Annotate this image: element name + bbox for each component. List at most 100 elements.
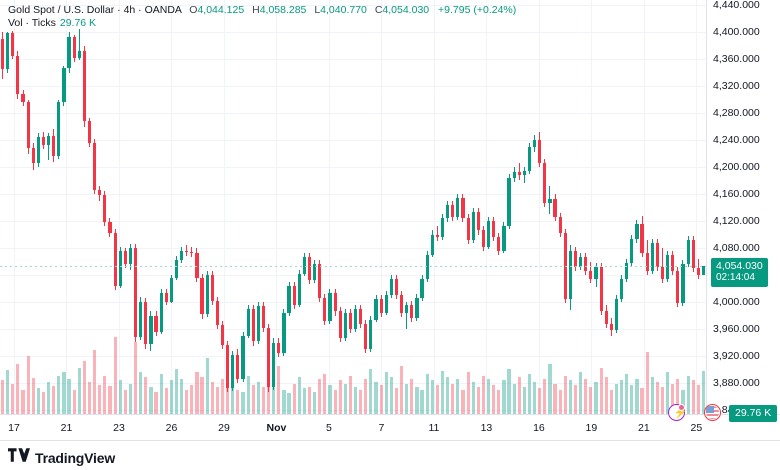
candle-body — [159, 292, 163, 332]
candle-body — [164, 292, 168, 302]
current-price-badge[interactable]: 4,054.030 02:14:04 — [711, 257, 768, 287]
flash-icon[interactable]: ⚡ — [668, 404, 687, 421]
time-axis[interactable]: 17 21 23 26 29 Nov 5 7 11 13 16 19 21 25 — [0, 414, 780, 441]
candle-body — [486, 221, 491, 247]
candle-body — [205, 275, 209, 315]
volume-bar — [62, 372, 66, 414]
volume-bar — [261, 386, 266, 414]
volume-bar — [435, 385, 439, 414]
volume-bar — [522, 386, 526, 414]
volume-bar — [180, 378, 184, 414]
candle-body — [614, 299, 619, 331]
candle-wick — [78, 29, 80, 61]
time-axis-tick: 21 — [638, 422, 650, 434]
volume-bar — [292, 383, 296, 414]
volume-bar — [517, 377, 521, 414]
volume-bar — [113, 337, 117, 414]
candle-body — [123, 250, 127, 265]
candle-body — [696, 268, 700, 275]
vertical-gridline — [486, 0, 488, 414]
volume-bar — [430, 380, 434, 414]
candle-body — [348, 312, 353, 329]
candle-wick — [436, 226, 438, 242]
volume-bar — [630, 385, 634, 414]
candle-body — [425, 254, 429, 280]
vertical-gridline — [433, 0, 435, 414]
volume-bar — [185, 390, 189, 414]
candle-body — [558, 216, 562, 234]
vertical-gridline — [591, 0, 593, 414]
vertical-gridline — [328, 0, 330, 414]
vertical-gridline — [276, 0, 278, 414]
candle-body — [118, 250, 122, 286]
vertical-gridline — [223, 0, 225, 414]
candle-body — [103, 195, 107, 223]
price-axis-tick: 3,920.000 — [713, 350, 760, 362]
chart-plot-area[interactable] — [0, 0, 706, 414]
volume-bar — [655, 382, 659, 414]
volume-bar — [573, 385, 578, 414]
horizontal-gridline — [0, 194, 706, 195]
candle-body — [384, 295, 388, 313]
volume-bar — [236, 390, 240, 414]
us-flag-icon[interactable] — [704, 404, 721, 421]
horizontal-gridline — [0, 248, 706, 249]
volume-bar — [139, 372, 143, 414]
tradingview-mark-icon — [8, 448, 30, 467]
volume-bar — [0, 380, 5, 414]
vertical-gridline — [14, 0, 15, 414]
candle-body — [323, 297, 327, 321]
volume-bar — [563, 375, 567, 414]
candle-body — [190, 252, 194, 254]
volume-bar — [338, 380, 342, 414]
candle-body — [144, 302, 148, 344]
price-axis-tick: 4,080.000 — [713, 242, 760, 254]
volume-bar — [671, 383, 675, 414]
volume-bar — [41, 391, 46, 414]
candle-body — [72, 37, 76, 58]
volume-bar — [11, 383, 15, 414]
volume-bar — [123, 390, 127, 414]
candle-body — [343, 312, 347, 339]
candle-body — [625, 262, 629, 280]
candle-body — [415, 297, 419, 319]
price-axis-tick: 4,240.000 — [713, 134, 760, 146]
tradingview-logo[interactable]: TradingView — [8, 448, 115, 467]
candle-body — [691, 239, 695, 269]
candle-body — [169, 277, 173, 302]
candle-body — [507, 177, 511, 227]
notification-dot — [678, 404, 685, 411]
candle-body — [676, 270, 680, 304]
time-axis-tick: 19 — [585, 422, 598, 434]
volume-bar — [604, 377, 608, 414]
candle-body — [82, 50, 86, 122]
volume-bar — [400, 366, 404, 414]
volume-bar — [267, 372, 271, 414]
candle-body — [543, 162, 547, 204]
candle-body — [660, 266, 665, 280]
candle-body — [538, 140, 542, 163]
candle-body — [93, 142, 97, 190]
vertical-gridline — [538, 0, 540, 414]
vertical-gridline — [643, 0, 645, 414]
candle-body — [241, 335, 245, 379]
volume-bar — [359, 390, 363, 414]
candle-body — [374, 299, 378, 320]
volume-bar — [26, 356, 30, 414]
volume-bar — [87, 382, 92, 414]
volume-bar — [451, 383, 455, 414]
volume-value-badge[interactable]: 29.76 K — [729, 405, 778, 422]
volume-bar — [384, 372, 388, 414]
volume-bar — [461, 390, 465, 414]
volume-bar — [599, 367, 603, 414]
candle-wick — [48, 133, 50, 161]
candle-body — [272, 342, 276, 388]
horizontal-gridline — [0, 410, 706, 411]
price-axis[interactable]: 4,440.000 4,400.000 4,360.000 4,320.000 4,28… — [706, 0, 780, 422]
candle-body — [599, 266, 603, 312]
volume-bar — [149, 386, 153, 414]
volume-bar — [405, 383, 409, 414]
horizontal-gridline — [0, 275, 706, 276]
volume-bar — [164, 388, 168, 414]
